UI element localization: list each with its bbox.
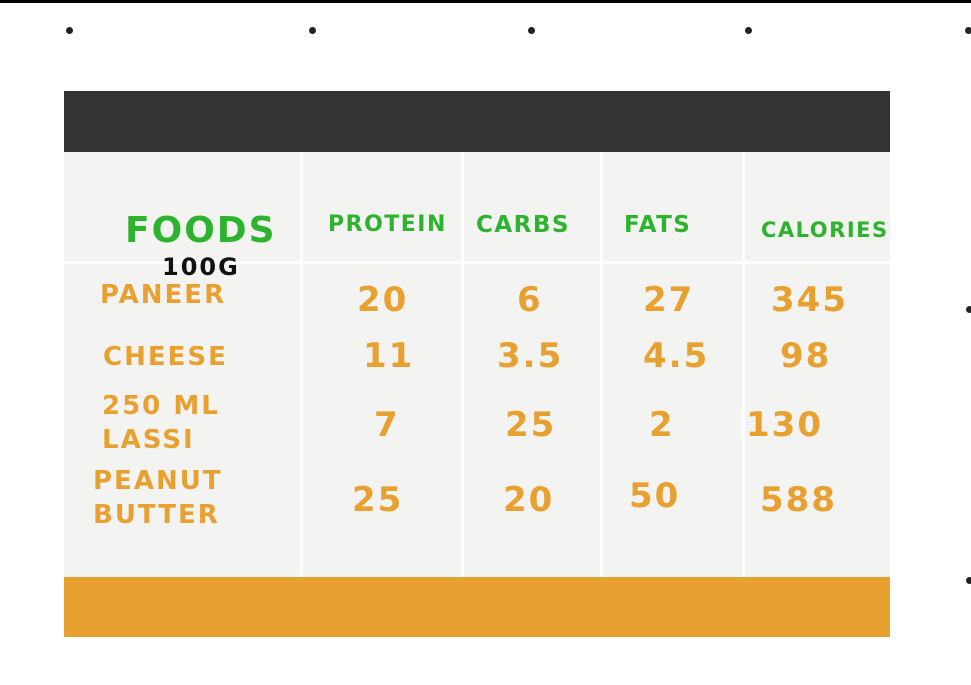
decorative-dot: [965, 27, 971, 34]
cell-fats: 4.5: [643, 336, 710, 376]
column-divider: [742, 152, 745, 577]
header-fats: FATS: [624, 212, 692, 238]
decorative-dot: [966, 577, 971, 584]
cell-protein: 11: [363, 336, 415, 376]
decorative-dot: [309, 27, 316, 34]
column-divider: [461, 152, 464, 577]
column-divider: [600, 152, 603, 577]
cell-calories: 130: [746, 405, 823, 445]
cell-fats: 27: [643, 280, 695, 320]
cell-calories: 345: [771, 280, 848, 320]
cell-fats: 2: [649, 405, 675, 445]
cell-protein: 20: [357, 280, 409, 320]
header-calories: CALORIES: [761, 218, 889, 242]
row-food-name-line1: 250 ML: [102, 391, 220, 421]
cell-carbs: 20: [503, 480, 555, 520]
decorative-dot: [528, 27, 535, 34]
header-band: [64, 91, 890, 152]
row-food-name-line1: PEANUT: [93, 466, 223, 496]
header-carbs: CARBS: [476, 212, 570, 238]
decorative-dot: [745, 27, 752, 34]
top-border: [0, 0, 971, 3]
header-protein: PROTEIN: [328, 212, 447, 237]
row-food-name-line2: BUTTER: [93, 500, 220, 530]
cell-carbs: 3.5: [497, 336, 564, 376]
decorative-dot: [66, 27, 73, 34]
row-food-name: PANEER: [100, 280, 227, 310]
footer-band: [64, 577, 890, 637]
cell-calories: 588: [760, 480, 837, 520]
cell-protein: 7: [374, 405, 400, 445]
header-unit: 100G: [162, 253, 240, 281]
row-food-name: CHEESE: [103, 342, 228, 372]
row-food-name-line2: LASSI: [102, 425, 195, 455]
cell-calories: 98: [780, 336, 832, 376]
header-foods: FOODS: [125, 210, 277, 251]
nutrition-table: [64, 152, 890, 577]
cell-fats: 50: [629, 476, 681, 516]
cell-carbs: 25: [505, 405, 557, 445]
cell-carbs: 6: [517, 280, 543, 320]
header-divider: [64, 261, 890, 264]
column-divider: [300, 152, 303, 577]
decorative-dot: [966, 306, 971, 313]
cell-protein: 25: [352, 480, 404, 520]
